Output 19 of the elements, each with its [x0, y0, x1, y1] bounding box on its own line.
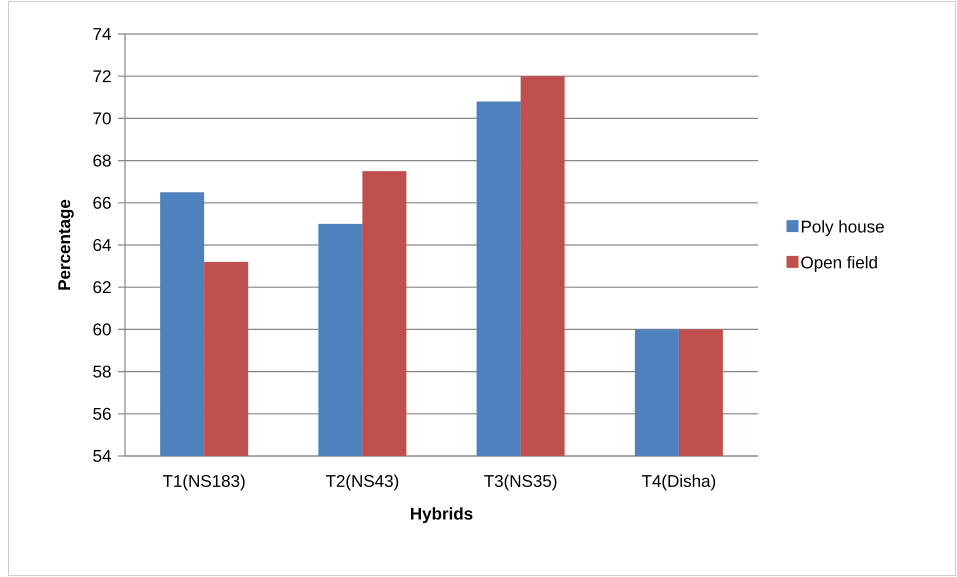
x-tick-label: T2(NS43) — [326, 474, 398, 490]
x-tick-label: T1(NS183) — [162, 474, 245, 490]
x-axis-title: Hybrids — [411, 507, 472, 524]
y-tick-label: 70 — [93, 112, 111, 124]
y-tick-label: 54 — [93, 450, 111, 462]
legend-label: Poly house — [802, 220, 884, 236]
y-tick-label: 74 — [93, 28, 111, 40]
y-tick-label: 58 — [93, 366, 111, 378]
y-tick-label: 72 — [93, 70, 111, 82]
legend-label: Open field — [801, 256, 877, 272]
y-tick-label: 66 — [93, 196, 111, 209]
y-tick-label: 60 — [93, 323, 111, 336]
y-tick-label: 64 — [93, 238, 111, 252]
y-axis-title: Percentage — [58, 200, 74, 290]
y-tick-label: 56 — [93, 408, 111, 420]
y-tick-label: 62 — [93, 281, 111, 294]
y-tick-label: 68 — [93, 154, 111, 167]
x-tick-label: T4(Disha) — [642, 474, 716, 490]
x-tick-label: T3(NS35) — [484, 474, 556, 490]
